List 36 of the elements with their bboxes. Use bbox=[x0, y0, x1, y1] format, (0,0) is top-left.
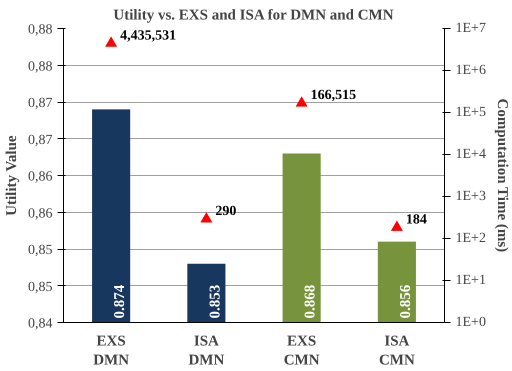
data-label: 4,435,531 bbox=[120, 28, 176, 44]
point bbox=[390, 220, 403, 231]
y-tick-label: 0,85 bbox=[28, 280, 52, 295]
y-tick-label: 0,87 bbox=[28, 132, 52, 148]
y2-tick-label: 1E+0 bbox=[456, 315, 486, 330]
y-tick-label: 0,88 bbox=[28, 22, 52, 38]
y-axis-title: Utility Value bbox=[4, 135, 20, 216]
point bbox=[200, 212, 212, 223]
y2-tick-label: 1E+5 bbox=[456, 105, 486, 120]
data-label: 290 bbox=[215, 204, 236, 220]
y2-tick-label: 1E+1 bbox=[456, 273, 486, 288]
data-label: 166,515 bbox=[310, 88, 356, 104]
y-tick-label: 0,85 bbox=[28, 243, 52, 258]
y-tick-label: 0,86 bbox=[28, 206, 52, 222]
data-label: 0.874 bbox=[112, 284, 128, 318]
y2-tick-label: 1E+3 bbox=[456, 189, 486, 204]
x-tick-label: EXS DMN bbox=[93, 334, 130, 369]
y-tick-label: 0,84 bbox=[28, 316, 52, 332]
y2-tick-label: 1E+7 bbox=[456, 21, 486, 36]
y-tick-label: 0,86 bbox=[28, 170, 52, 184]
point bbox=[105, 36, 118, 47]
data-label: 0.868 bbox=[302, 284, 319, 318]
y2-tick-label: 1E+2 bbox=[456, 231, 486, 246]
y2-tick-label: 1E+6 bbox=[456, 63, 486, 78]
y-tick-label: 0,87 bbox=[28, 96, 52, 111]
chart-title: Utility vs. EXS and ISA for DMN and CMN bbox=[113, 8, 394, 24]
data-label: 0.853 bbox=[207, 284, 224, 318]
point bbox=[296, 96, 308, 107]
y-tick-label: 0,88 bbox=[28, 59, 52, 74]
data-label: 184 bbox=[406, 212, 427, 228]
x-tick-label: EXS CMN bbox=[284, 334, 320, 369]
data-label: 0.856 bbox=[398, 284, 414, 318]
x-tick-label: ISA DMN bbox=[188, 334, 224, 369]
y2-axis-title: Computation Time (ms) bbox=[494, 98, 510, 252]
y2-tick-label: 1E+4 bbox=[456, 147, 486, 162]
x-tick-label: ISA CMN bbox=[378, 334, 415, 369]
